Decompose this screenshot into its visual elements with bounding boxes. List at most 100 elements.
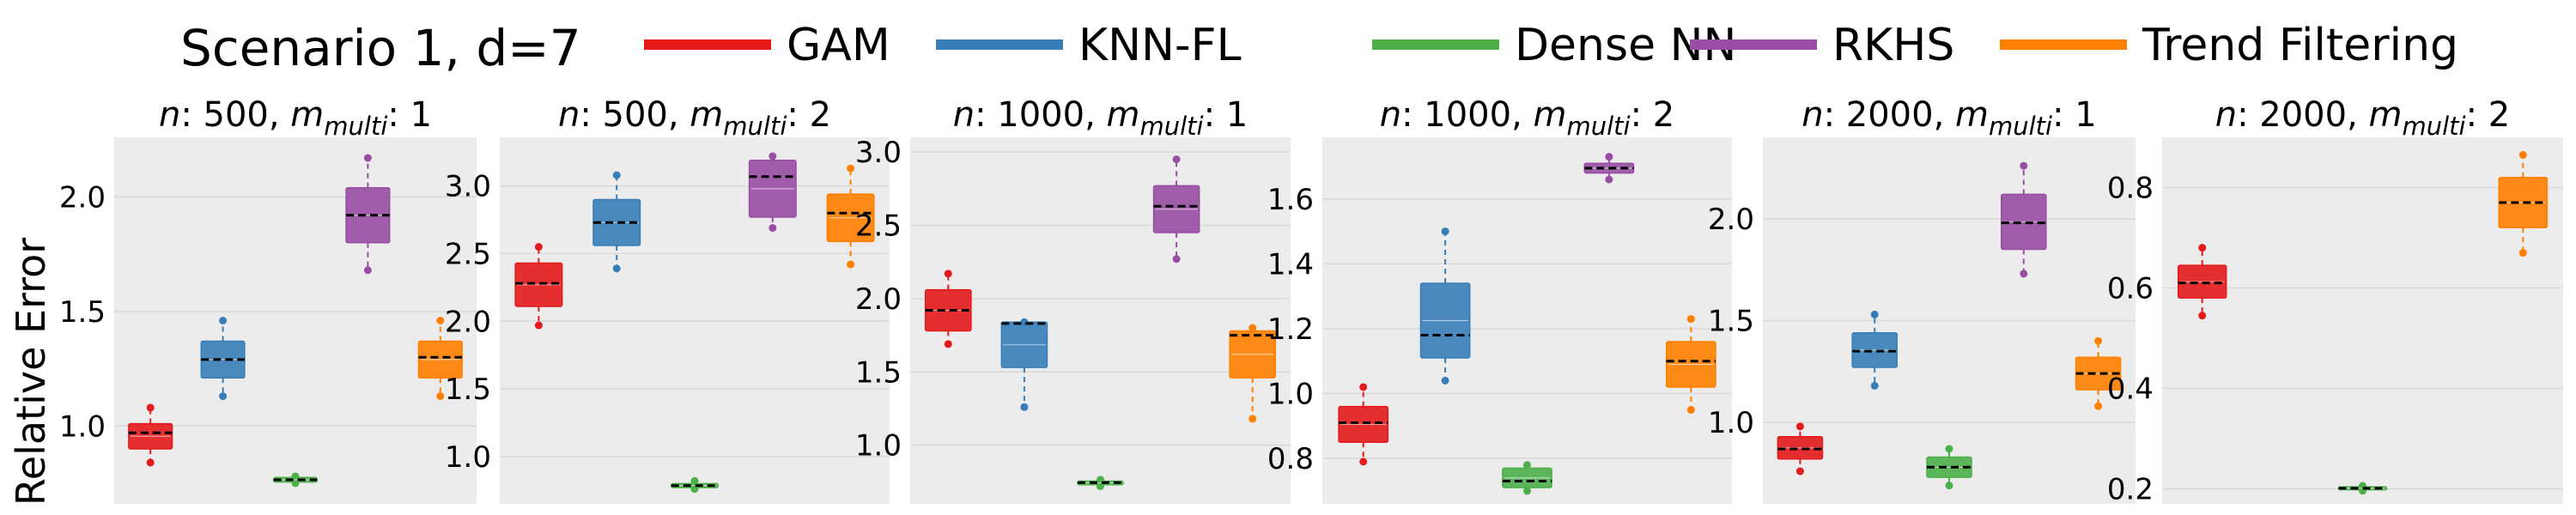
panel-3: 1.0 1.5 2.0 2.5 3.0 n: 1000, mmulti: 1 [855,95,1291,504]
title-m-value: : 2 [2466,95,2511,135]
whisker-cap-bottom [219,392,228,401]
whisker-cap-top [2094,336,2103,345]
panel-6: 0.2 0.4 0.6 0.8 n: 2000, mmulti: 2 [2107,95,2563,506]
panel-title: n: 1000, mmulti: 1 [953,95,1249,141]
title-m-subscript: multi [1139,112,1203,141]
y-tick-label: 2.0 [59,180,106,215]
whisker-cap-top [1523,461,1531,470]
y-tick-label: 1.2 [1267,312,1314,347]
panel-background [910,137,1291,504]
y-tick-label: 2.5 [855,209,902,243]
panel-2: 1.0 1.5 2.0 2.5 3.0 n: 500, mmulti: 2 [445,95,890,504]
whisker-cap-top [219,317,228,324]
legend-label-trend-filtering: Trend Filtering [2142,20,2458,71]
title-m-symbol: m [1534,95,1567,135]
y-tick-label: 1.5 [445,373,491,407]
title-m-value: : 2 [787,95,831,135]
box-gam [2177,244,2227,320]
box-gam [128,403,173,467]
y-tick-label: 1.5 [1708,305,1754,339]
whisker-cap-top [1172,155,1181,164]
y-tick-label: 0.2 [2107,472,2154,506]
y-tick-label: 1.5 [855,355,902,390]
whisker-cap-bottom [1359,457,1368,466]
whisker-cap-bottom [1249,415,1257,423]
box-gam [514,243,563,330]
whisker-cap-top [1359,383,1368,391]
whisker-cap-top [944,270,952,278]
whisker-cap-top [363,154,372,162]
y-tick-label: 1.0 [445,440,491,475]
title-m-subscript: multi [1566,112,1630,141]
whisker-cap-bottom [1523,487,1531,495]
box-dense-nn [1077,476,1124,491]
y-tick-label: 1.0 [1708,406,1754,440]
box-knn-fl [592,171,641,273]
title-m-subscript: multi [2402,112,2465,141]
whisker-cap-top [534,243,543,251]
box-dense-nn [2337,482,2388,495]
whisker-cap-top [1605,153,1613,161]
title-m-subscript: multi [324,112,387,141]
box-trend-filtering [2075,336,2122,410]
whisker-cap-top [1686,315,1695,324]
title-n-value: : 1000, [975,95,1106,135]
whisker-cap-top [2198,244,2207,252]
whisker-cap-bottom [146,458,155,467]
box-knn-fl [1851,310,1898,390]
box-rkhs [1583,153,1635,184]
legend-title: Scenario 1, d=7 [180,19,581,77]
panel-background [114,137,477,504]
title-m-value: : 2 [1631,95,1675,135]
y-tick-label: 1.4 [1267,247,1314,282]
whisker-cap-bottom [612,264,621,273]
whisker-cap-top [612,171,621,179]
whisker-cap-bottom [1945,482,1953,490]
legend: Scenario 1, d=7 GAM KNN-FL Dense NN RKHS Tre… [180,19,2458,77]
whisker-cap-top [1870,310,1879,318]
box-dense-nn [272,472,319,488]
panel-title: n: 500, mmulti: 2 [558,95,831,141]
title-n-value: : 2000, [2237,95,2368,135]
whisker-cap-top [1441,227,1449,236]
box-dense-nn [1502,461,1552,495]
title-n-value: : 1000, [1401,95,1533,135]
box-gam [1777,422,1824,476]
whisker-cap-bottom [436,392,445,401]
whisker-cap-top [2518,150,2527,159]
whisker-cap-bottom [847,260,855,269]
panel-4: 0.8 1.0 1.2 1.4 1.6 n: 1000, mmulti: 2 [1267,95,1732,504]
title-n-symbol: n [1801,95,1823,135]
whisker-cap-bottom [1795,467,1804,476]
y-tick-label: 1.6 [1267,183,1314,217]
whisker-cap-top [2020,161,2028,170]
box-dense-nn [671,476,719,494]
y-tick-label: 1.0 [59,409,106,444]
whisker-cap-bottom [1605,175,1613,184]
panel-background [2162,137,2563,504]
box-trend-filtering [1665,315,1716,414]
whisker-cap-bottom [1172,255,1181,264]
y-tick-label: 0.8 [2107,171,2154,205]
whisker-cap-bottom [1686,405,1695,414]
title-m-subscript: multi [723,112,787,141]
title-n-symbol: n [2215,95,2237,135]
whisker-cap-bottom [2518,249,2527,258]
title-n-value: : 500, [580,95,690,135]
box-knn-fl [200,317,246,401]
box-knn-fl [1000,318,1048,411]
title-m-symbol: m [1107,95,1140,135]
panel-1: 1.0 1.5 2.0 n: 500, mmulti: 1 [59,95,477,504]
legend-label-gam: GAM [787,20,890,71]
y-tick-label: 1.5 [59,295,106,330]
box-trend-filtering [1229,324,1277,423]
legend-label-knn-fl: KNN-FL [1078,20,1242,71]
whisker-cap-top [146,403,155,412]
box-gam [1338,383,1389,466]
panel-background [1322,137,1732,504]
box-rkhs [2001,161,2047,278]
panel-title: n: 2000, mmulti: 2 [2215,95,2511,141]
title-m-value: : 1 [387,95,432,135]
panel-title: n: 500, mmulti: 1 [159,95,432,141]
